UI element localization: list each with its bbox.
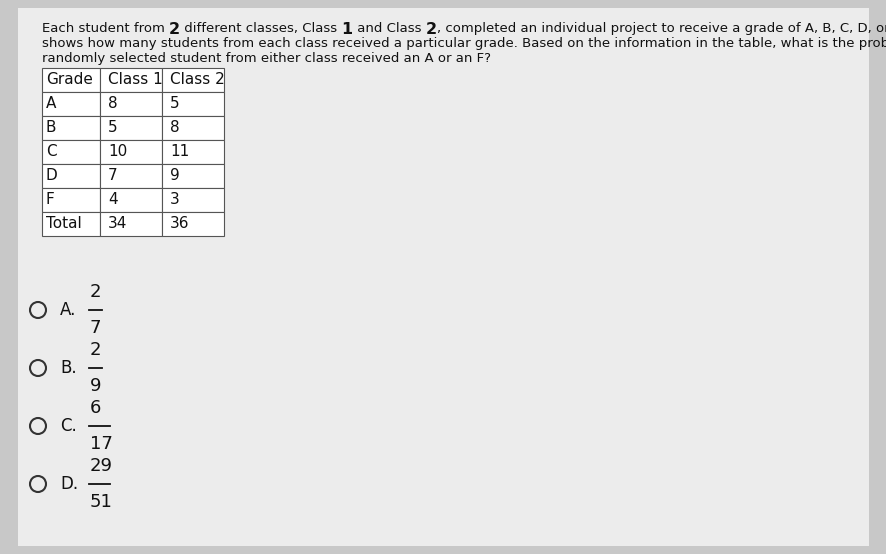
Bar bbox=[162, 140, 224, 164]
Text: 4: 4 bbox=[108, 192, 118, 208]
Text: and Class: and Class bbox=[353, 22, 425, 35]
Text: , completed an individual project to receive a grade of A, B, C, D, or F. The ta: , completed an individual project to rec… bbox=[436, 22, 886, 35]
Text: 10: 10 bbox=[108, 145, 127, 160]
Text: A.: A. bbox=[60, 301, 76, 319]
Bar bbox=[42, 92, 100, 116]
Bar bbox=[100, 212, 162, 236]
Bar bbox=[162, 188, 224, 212]
Bar bbox=[42, 212, 100, 236]
Text: 2: 2 bbox=[425, 22, 436, 37]
Text: D.: D. bbox=[60, 475, 78, 493]
Text: 2: 2 bbox=[89, 341, 101, 359]
Bar bbox=[42, 188, 100, 212]
Text: 6: 6 bbox=[89, 399, 101, 417]
Text: randomly selected student from either class received an A or an F?: randomly selected student from either cl… bbox=[42, 52, 491, 65]
Text: 2: 2 bbox=[89, 283, 101, 301]
Bar bbox=[100, 92, 162, 116]
Bar bbox=[162, 116, 224, 140]
Text: 11: 11 bbox=[170, 145, 189, 160]
Bar bbox=[162, 68, 224, 92]
Text: 36: 36 bbox=[170, 217, 190, 232]
Text: 7: 7 bbox=[89, 319, 101, 337]
Text: C.: C. bbox=[60, 417, 77, 435]
Bar bbox=[100, 188, 162, 212]
Text: Total: Total bbox=[46, 217, 82, 232]
Text: 17: 17 bbox=[89, 435, 113, 453]
Bar bbox=[162, 164, 224, 188]
Text: B.: B. bbox=[60, 359, 76, 377]
Text: 8: 8 bbox=[170, 121, 180, 136]
Bar bbox=[42, 116, 100, 140]
Bar bbox=[100, 116, 162, 140]
Text: C: C bbox=[46, 145, 57, 160]
Text: 5: 5 bbox=[170, 96, 180, 111]
Text: 7: 7 bbox=[108, 168, 118, 183]
Bar bbox=[42, 164, 100, 188]
Text: D: D bbox=[46, 168, 58, 183]
Text: 5: 5 bbox=[108, 121, 118, 136]
Bar bbox=[100, 164, 162, 188]
Bar bbox=[162, 92, 224, 116]
Text: 3: 3 bbox=[170, 192, 180, 208]
Text: A: A bbox=[46, 96, 57, 111]
Text: B: B bbox=[46, 121, 57, 136]
Text: different classes, Class: different classes, Class bbox=[180, 22, 341, 35]
Text: 9: 9 bbox=[170, 168, 180, 183]
Text: Each student from: Each student from bbox=[42, 22, 169, 35]
Text: 34: 34 bbox=[108, 217, 128, 232]
Text: F: F bbox=[46, 192, 55, 208]
Text: 51: 51 bbox=[89, 493, 113, 511]
Text: Class 2: Class 2 bbox=[170, 73, 224, 88]
Bar bbox=[42, 140, 100, 164]
Text: 9: 9 bbox=[89, 377, 101, 395]
Text: Class 1: Class 1 bbox=[108, 73, 162, 88]
Text: shows how many students from each class received a particular grade. Based on th: shows how many students from each class … bbox=[42, 37, 886, 50]
Text: 8: 8 bbox=[108, 96, 118, 111]
Bar bbox=[42, 68, 100, 92]
Text: 1: 1 bbox=[341, 22, 353, 37]
Bar bbox=[100, 140, 162, 164]
Text: 2: 2 bbox=[169, 22, 180, 37]
Text: Grade: Grade bbox=[46, 73, 93, 88]
Text: 29: 29 bbox=[89, 457, 113, 475]
Bar bbox=[100, 68, 162, 92]
Bar bbox=[162, 212, 224, 236]
